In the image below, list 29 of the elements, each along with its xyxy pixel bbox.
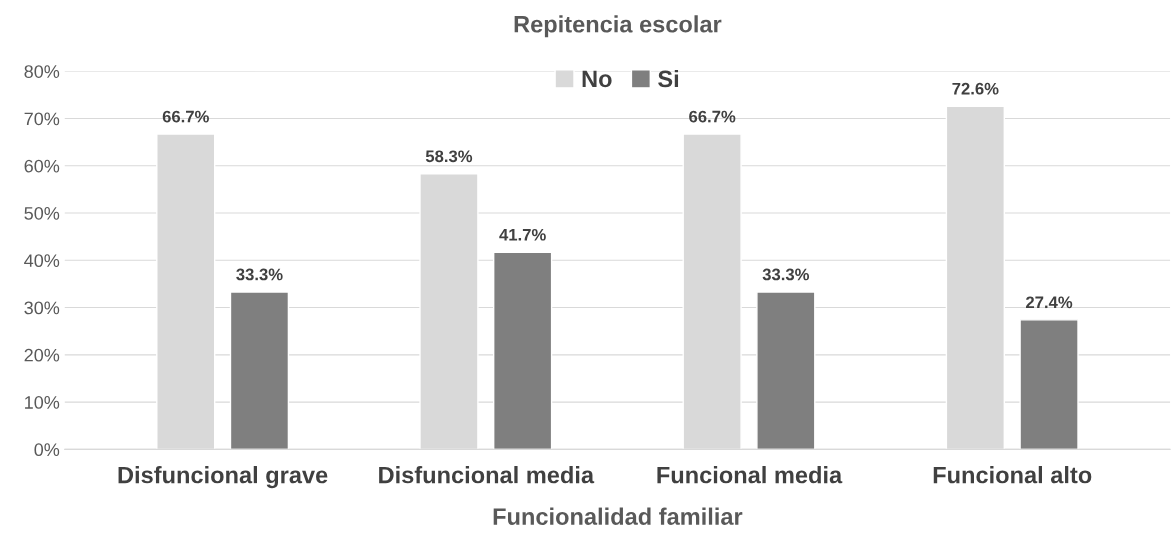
y-tick-label: 30%	[24, 301, 60, 315]
data-label: 72.6%	[952, 82, 999, 95]
y-tick-label: 20%	[24, 348, 60, 362]
bar	[493, 251, 553, 450]
data-label: 66.7%	[162, 110, 209, 123]
y-tick-label: 50%	[24, 206, 60, 220]
legend-label: No	[582, 70, 612, 88]
data-label: 41.7%	[499, 228, 546, 241]
y-tick-label: 60%	[24, 159, 60, 173]
bar	[756, 291, 816, 450]
data-label: 27.4%	[1026, 296, 1073, 309]
x-axis-title: Funcionalidad familiar	[493, 507, 743, 525]
y-tick-label: 40%	[24, 254, 60, 268]
data-label: 33.3%	[236, 268, 283, 281]
legend-label: Si	[658, 69, 679, 88]
x-tick-label: Funcional media	[657, 466, 843, 484]
bar	[1019, 319, 1079, 450]
data-label: 33.3%	[762, 268, 810, 281]
x-tick-label: Disfuncional media	[379, 466, 595, 484]
x-tick-label: Disfuncional grave	[118, 466, 328, 489]
data-label: 66.7%	[689, 110, 736, 123]
data-label: 58.3%	[425, 150, 473, 163]
x-tick-label: Funcional alto	[933, 466, 1092, 484]
bar	[229, 291, 290, 450]
y-tick-label: 70%	[24, 112, 60, 126]
y-tick-label: 0%	[34, 443, 60, 457]
chart-title: Repitencia escolar	[514, 15, 722, 38]
y-tick-label: 80%	[24, 65, 60, 78]
y-tick-label: 10%	[25, 396, 60, 409]
